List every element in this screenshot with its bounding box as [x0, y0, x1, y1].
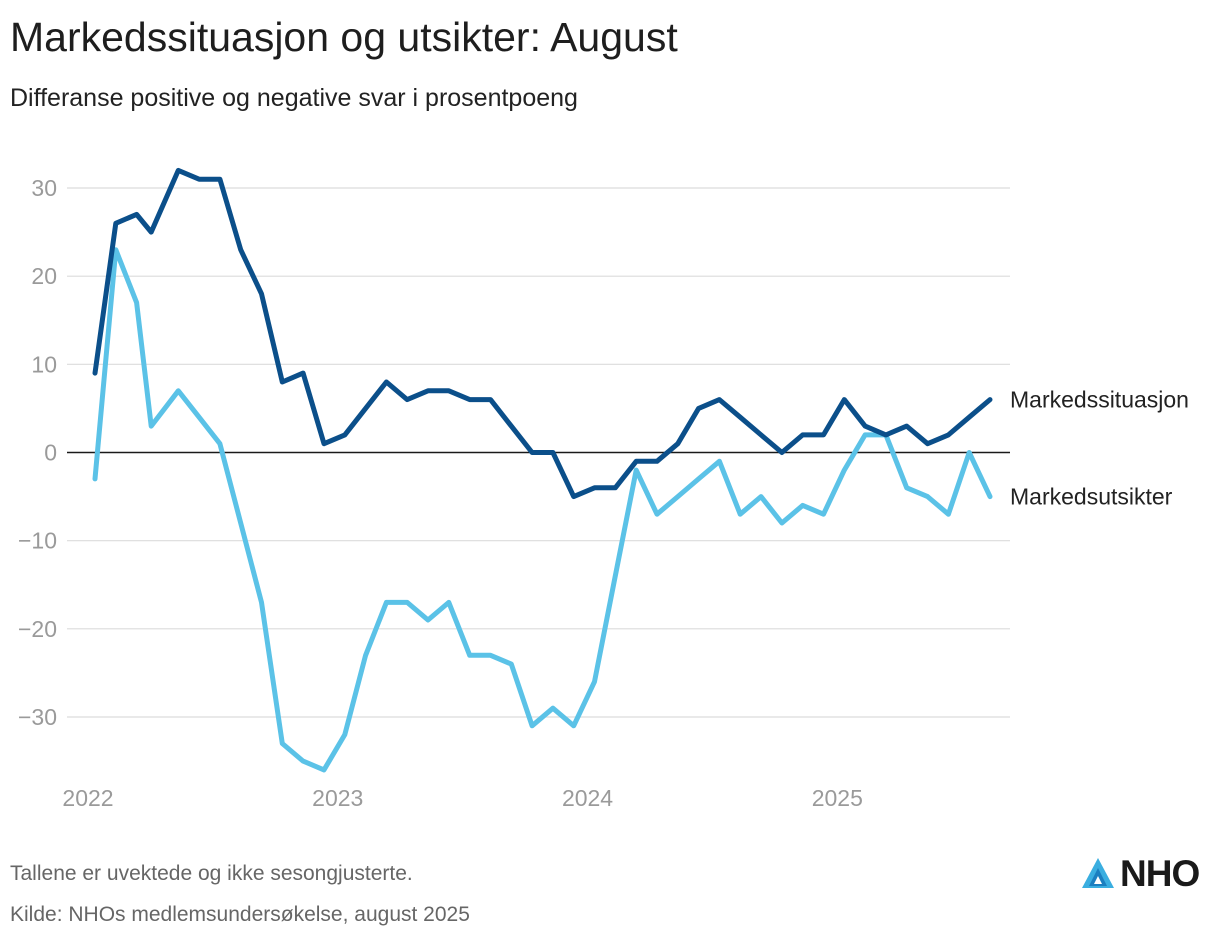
y-tick-label: 20: [31, 263, 57, 289]
chart-subtitle: Differanse positive og negative svar i p…: [10, 84, 578, 112]
logo-text: NHO: [1120, 853, 1200, 894]
y-tick-label: 0: [44, 440, 57, 466]
footnote: Tallene er uvektede og ikke sesongjuster…: [10, 862, 413, 885]
x-tick-label: 2022: [62, 785, 113, 811]
x-tick-label: 2025: [812, 785, 863, 811]
line-chart: 30 20 10 0 −10 −20 −30 2022 2023 2024 2025 Marked…: [18, 167, 1189, 811]
source-note: Kilde: NHOs medlemsundersøkelse, august …: [10, 903, 470, 926]
y-axis-ticks: 30 20 10 0 −10 −20 −30: [18, 175, 57, 730]
nho-logo: NHO: [1080, 852, 1212, 896]
series-label-markedssituasjon: Markedssituasjon: [1010, 387, 1189, 413]
chart-title: Markedssituasjon og utsikter: August: [10, 14, 678, 60]
y-tick-label: −30: [18, 704, 57, 730]
y-tick-label: 30: [31, 175, 57, 201]
series-line-markedssituasjon: [92, 167, 993, 500]
series-lines: [92, 167, 993, 773]
series-line-markedsutsikter: [92, 247, 993, 773]
y-tick-label: −10: [18, 528, 57, 554]
x-axis-ticks: 2022 2023 2024 2025: [62, 785, 862, 811]
nho-logo-icon: [1082, 858, 1114, 888]
x-tick-label: 2024: [562, 785, 613, 811]
series-label-markedsutsikter: Markedsutsikter: [1010, 484, 1173, 510]
series-labels: Markedssituasjon Markedsutsikter: [1010, 387, 1189, 510]
x-tick-label: 2023: [312, 785, 363, 811]
y-tick-label: 10: [31, 351, 57, 377]
y-tick-label: −20: [18, 616, 57, 642]
